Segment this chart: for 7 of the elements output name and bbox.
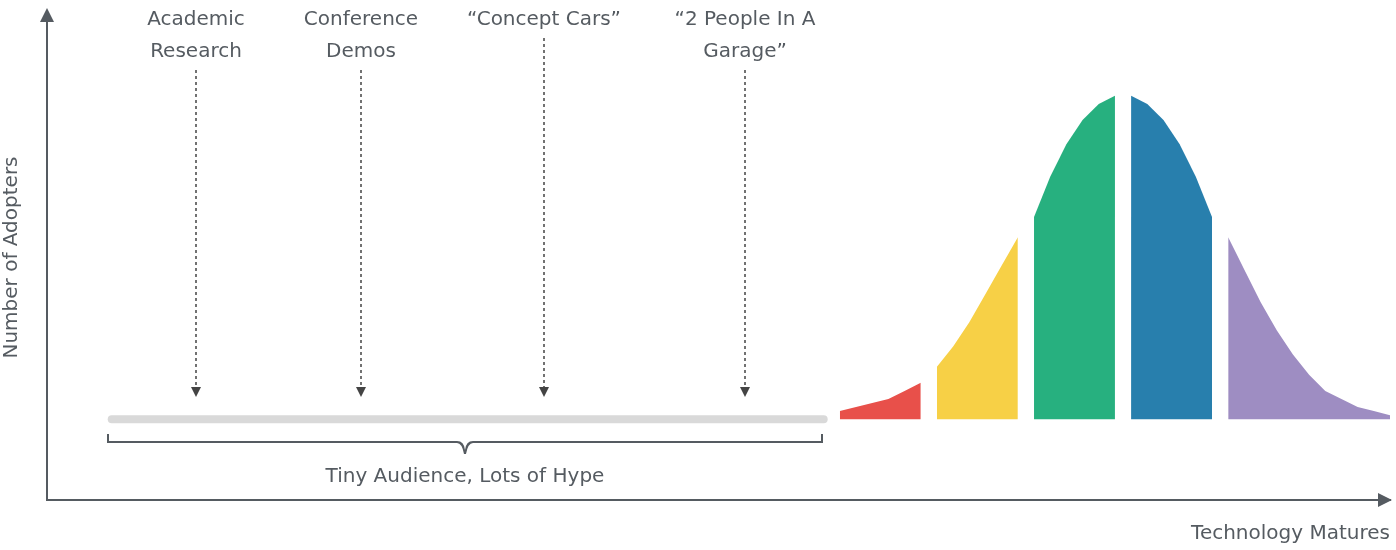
- annotation: Tiny Audience, Lots of Hype: [324, 462, 606, 489]
- y-axis-title: Number of Adopters: [0, 156, 23, 359]
- text: “Concept Cars”: [466, 5, 622, 32]
- text: “2 People In A Garage”: [673, 5, 817, 64]
- text: Conference Demos: [302, 5, 420, 64]
- text: Academic Research: [146, 5, 246, 64]
- x-axis-title: Technology Matures: [1190, 520, 1390, 545]
